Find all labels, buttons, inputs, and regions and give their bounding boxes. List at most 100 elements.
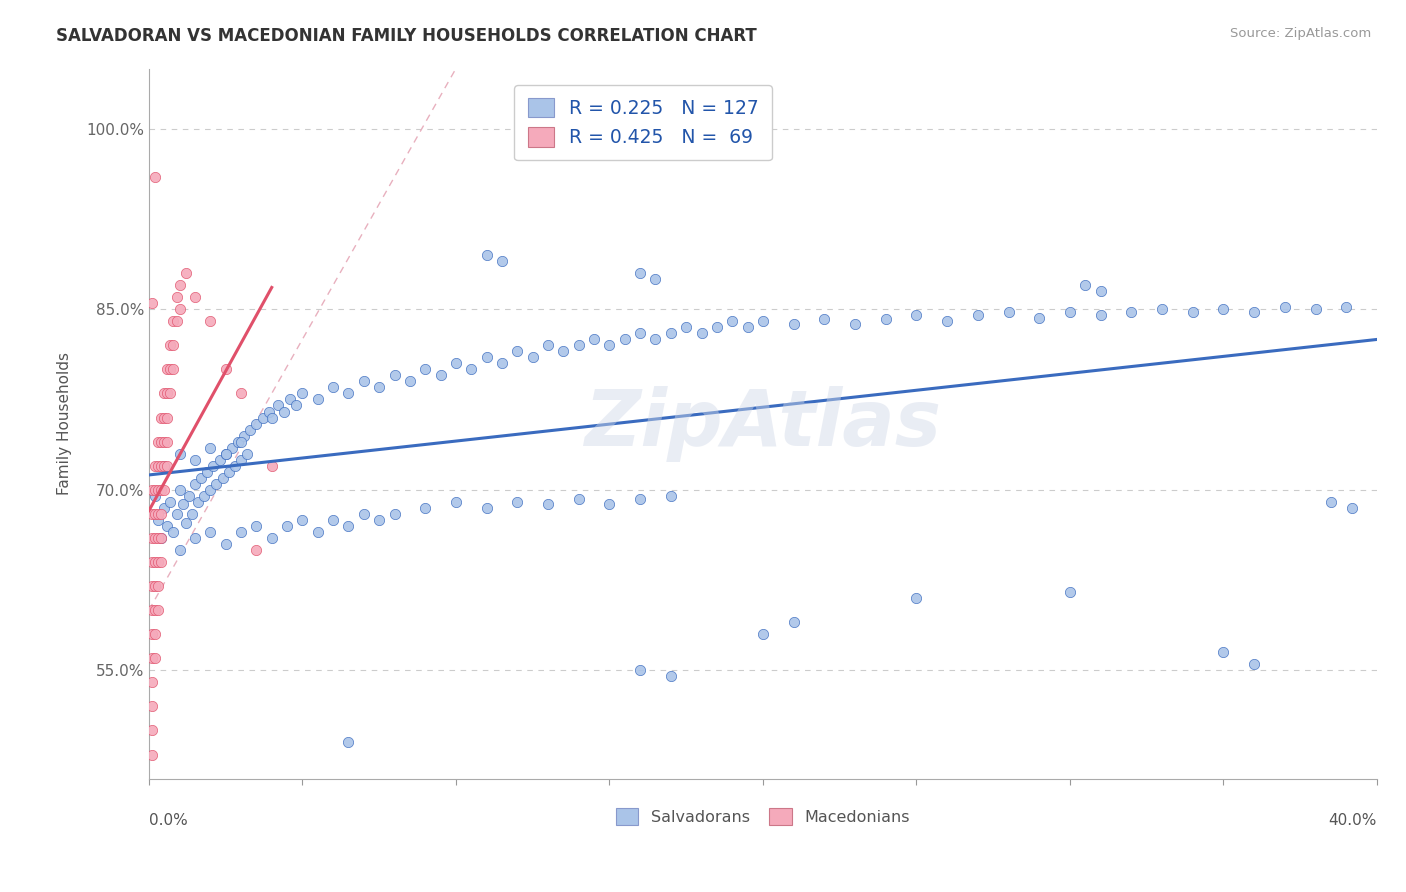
Point <box>146 555 169 569</box>
Point <box>1274 300 1296 314</box>
Point <box>215 447 238 461</box>
Point <box>782 317 804 331</box>
Point <box>146 579 169 593</box>
Point <box>1212 302 1234 317</box>
Point <box>184 531 207 545</box>
Point <box>150 458 173 473</box>
Point <box>568 338 591 352</box>
Point <box>644 332 666 346</box>
Point <box>146 531 169 545</box>
Point <box>143 507 166 521</box>
Point <box>337 519 360 533</box>
Point <box>143 458 166 473</box>
Point <box>193 489 215 503</box>
Point <box>413 362 436 376</box>
Point <box>537 338 560 352</box>
Point <box>156 386 179 401</box>
Point <box>153 483 176 497</box>
Point <box>141 531 163 545</box>
Point <box>153 458 176 473</box>
Point <box>553 344 575 359</box>
Point <box>156 362 179 376</box>
Point <box>208 452 231 467</box>
Point <box>143 531 166 545</box>
Point <box>146 513 169 527</box>
Point <box>260 531 283 545</box>
Point <box>143 627 166 641</box>
Point <box>229 452 252 467</box>
Point <box>172 497 194 511</box>
Point <box>200 524 222 539</box>
Point <box>1243 304 1265 318</box>
Point <box>1059 585 1081 599</box>
Point <box>229 524 252 539</box>
Point <box>200 314 222 328</box>
Point <box>141 723 163 738</box>
Point <box>291 386 314 401</box>
Point <box>1090 284 1112 298</box>
Point <box>429 368 451 383</box>
Point <box>218 465 240 479</box>
Point <box>267 399 290 413</box>
Point <box>399 375 422 389</box>
Point <box>252 410 274 425</box>
Point <box>143 579 166 593</box>
Point <box>737 320 759 334</box>
Point <box>215 447 238 461</box>
Point <box>153 458 176 473</box>
Point <box>174 516 197 531</box>
Point <box>307 392 329 407</box>
Point <box>1150 302 1173 317</box>
Point <box>169 483 191 497</box>
Point <box>141 747 163 762</box>
Point <box>721 314 744 328</box>
Point <box>169 542 191 557</box>
Point <box>245 417 267 431</box>
Point <box>1212 645 1234 659</box>
Point <box>1181 304 1204 318</box>
Point <box>659 669 682 683</box>
Point <box>143 483 166 497</box>
Point <box>146 434 169 449</box>
Point <box>659 489 682 503</box>
Point <box>384 507 406 521</box>
Point <box>752 314 775 328</box>
Point <box>782 615 804 629</box>
Point <box>628 266 651 280</box>
Point <box>628 326 651 341</box>
Point <box>143 169 166 184</box>
Text: ZipAtlas: ZipAtlas <box>585 385 942 461</box>
Point <box>156 458 179 473</box>
Point <box>1090 308 1112 322</box>
Point <box>291 513 314 527</box>
Point <box>205 476 228 491</box>
Point <box>226 434 249 449</box>
Point <box>215 537 238 551</box>
Point <box>159 495 181 509</box>
Point <box>153 386 176 401</box>
Point <box>159 338 181 352</box>
Point <box>644 272 666 286</box>
Point <box>522 351 544 365</box>
Point <box>706 320 728 334</box>
Point <box>444 495 467 509</box>
Point <box>150 410 173 425</box>
Point <box>141 627 163 641</box>
Point <box>141 483 163 497</box>
Point <box>143 603 166 617</box>
Point <box>475 351 498 365</box>
Point <box>491 356 513 370</box>
Point <box>236 447 259 461</box>
Point <box>628 663 651 677</box>
Point <box>307 524 329 539</box>
Point <box>905 591 928 605</box>
Point <box>141 555 163 569</box>
Point <box>245 542 267 557</box>
Text: 40.0%: 40.0% <box>1329 814 1376 829</box>
Point <box>153 410 176 425</box>
Point <box>143 555 166 569</box>
Point <box>285 399 308 413</box>
Point <box>141 579 163 593</box>
Point <box>537 497 560 511</box>
Point <box>613 332 636 346</box>
